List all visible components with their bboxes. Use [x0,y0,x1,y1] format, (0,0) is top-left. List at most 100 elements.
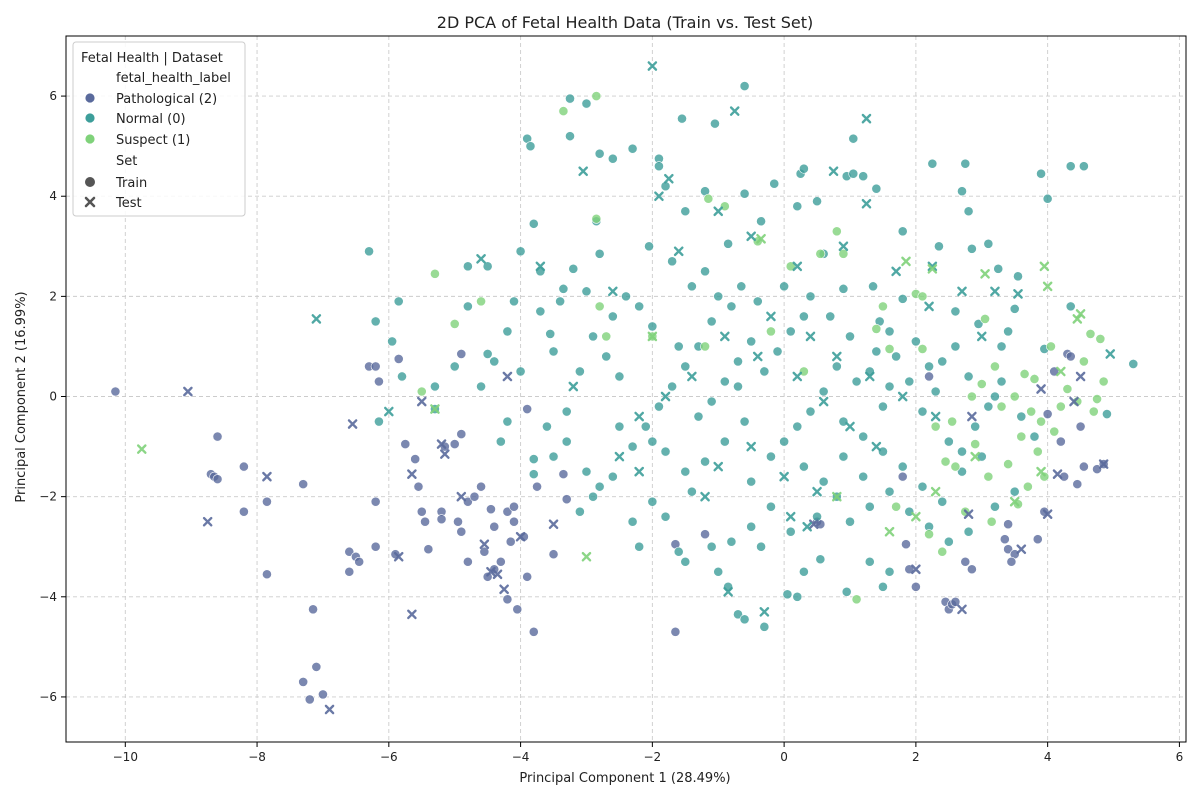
y-tick-label: 0 [49,390,57,404]
data-point-test [838,241,849,252]
data-point-train [815,248,826,259]
data-point-test [407,609,417,620]
data-point-test [262,471,272,482]
data-point-test [1039,261,1050,272]
data-point-train [574,366,585,377]
data-point-test [1036,384,1046,394]
data-point-test [927,261,938,272]
data-point-train [374,376,384,387]
data-point-test [578,166,588,176]
data-point-test [407,469,417,479]
data-point-train [1029,431,1040,442]
data-point-train [1003,544,1014,555]
data-point-train [1042,193,1053,204]
data-point-train [677,113,687,124]
data-point-test [832,351,842,362]
data-point-test [970,451,980,462]
data-point-train [957,186,967,197]
data-point-train [779,281,790,292]
data-point-train [739,188,750,199]
data-point-train [739,614,750,625]
data-point-train [966,243,977,254]
data-point-test [812,486,822,497]
data-point-train [644,241,654,252]
data-point-train [528,626,539,637]
data-point-test [720,331,730,342]
data-point-train [400,439,411,449]
data-point-train [917,481,928,492]
data-point-train [924,361,934,372]
data-point-test [832,491,842,502]
data-point-test [664,173,674,184]
data-point-train [509,516,519,527]
data-point-train [449,319,460,329]
data-point-train [766,501,776,512]
data-point-train [864,556,875,567]
data-point-train [884,381,895,392]
data-point-test [729,106,740,116]
data-point-train [509,501,519,512]
data-point-test [930,411,941,422]
data-point-train [420,516,430,527]
data-point-train [947,416,958,427]
data-point-test [311,314,322,324]
data-point-train [1128,359,1139,369]
x-tick-label: 0 [780,750,788,764]
data-point-test [861,198,872,209]
data-point-train [495,436,506,447]
data-point-train [344,566,355,577]
data-point-train [528,469,539,480]
data-point-test [548,519,559,529]
data-point-train [262,496,272,507]
data-point-train [561,494,572,505]
data-point-train [1049,426,1060,437]
data-point-train [756,541,766,552]
data-point-test [713,461,724,472]
data-point-test [479,539,490,550]
data-point-train [479,546,490,557]
data-point-train [591,213,602,224]
data-point-train [706,541,717,552]
data-point-train [601,331,612,342]
data-point-train [700,266,710,277]
legend-entry-suspect: Suspect (1) [84,133,190,148]
data-point-train [798,566,809,577]
data-point-train [558,283,569,294]
data-point-train [462,301,473,312]
data-point-test [930,486,941,497]
data-point-train [937,546,948,557]
data-point-train [706,316,717,327]
data-point-test [660,391,671,402]
data-point-train [654,161,664,172]
data-point-train [548,346,559,357]
x-tick-label: 4 [1044,750,1052,764]
data-point-test [792,371,803,382]
data-point-train [354,556,365,567]
x-tick-label: 6 [1176,750,1184,764]
data-point-train [594,481,605,492]
data-point-train [871,324,882,334]
data-point-train [489,356,500,367]
x-tick-label: −8 [248,750,266,764]
data-point-train [917,291,928,302]
data-point-test [1013,289,1023,299]
data-point-test [1042,509,1053,519]
data-point-train [917,344,928,354]
data-point-train [772,346,783,357]
data-point-train [370,361,381,372]
data-point-train [858,431,869,442]
data-point-train [565,131,575,142]
data-point-train [449,361,460,372]
data-point-train [1009,303,1020,314]
data-point-train [960,158,971,169]
data-point-train [848,133,859,144]
data-point-test [634,411,644,422]
data-point-train [607,153,618,164]
data-point-train [430,268,440,279]
data-point-test [687,371,697,382]
data-point-train [456,526,467,537]
data-point-train [535,306,546,317]
data-point-train [963,526,974,537]
data-point-train [558,469,569,480]
data-point-train [1092,394,1102,404]
